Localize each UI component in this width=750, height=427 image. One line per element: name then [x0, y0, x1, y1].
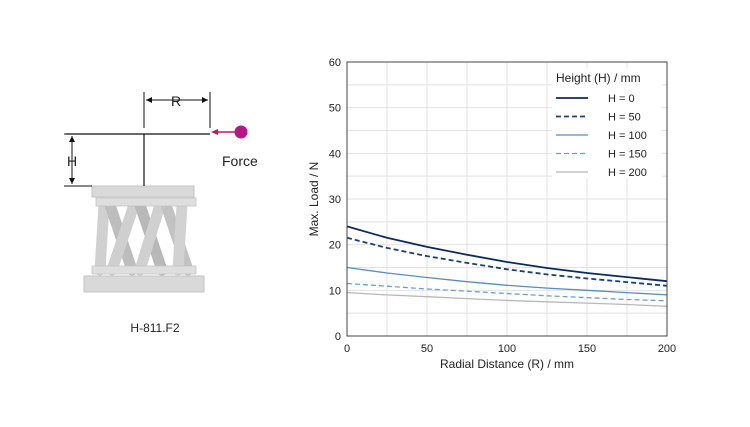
h-dimension-label: H: [67, 153, 77, 169]
hexapod-diagram: R H Force: [64, 92, 258, 293]
x-tick-label: 100: [498, 343, 516, 355]
x-tick-label: 150: [578, 343, 596, 355]
series-line-3: [346, 266, 668, 296]
y-tick-label: 30: [329, 194, 341, 206]
hexapod-base: [83, 275, 205, 293]
y-axis-label: Max. Load / N: [307, 162, 321, 237]
plot-frame: [346, 61, 668, 337]
legend-entry-3: H = 100: [608, 130, 647, 142]
legend-background: [552, 68, 662, 178]
legend-entry-1: H = 0: [608, 93, 635, 105]
force-label: Force: [222, 153, 258, 169]
hexapod-struts: [94, 199, 194, 276]
series-line-1: [346, 225, 668, 283]
legend-entry-2: H = 50: [608, 112, 641, 124]
y-tick-label: 50: [329, 103, 341, 115]
legend-entry-4: H = 150: [608, 149, 647, 161]
legend-entry-5: H = 200: [608, 167, 647, 179]
y-tick-label: 0: [335, 331, 341, 343]
y-tick-label: 60: [329, 57, 341, 69]
y-tick-label: 20: [329, 240, 341, 252]
y-tick-label: 40: [329, 148, 341, 160]
series-line-5: [346, 291, 668, 307]
x-tick-label: 0: [344, 343, 350, 355]
chart-legend: Height (H) / mm H = 0 H = 50 H = 100 H = 15…: [552, 68, 662, 179]
series-line-4: [346, 282, 668, 302]
chart-series: [346, 225, 668, 307]
diagram-caption: H-811.F2: [130, 321, 180, 335]
y-tick-label: 10: [329, 285, 341, 297]
force-point: [234, 125, 248, 139]
legend-title: Height (H) / mm: [556, 71, 641, 85]
series-line-2: [346, 236, 668, 287]
r-dimension-label: R: [171, 93, 181, 109]
hexapod-top-plate: [91, 185, 195, 198]
x-tick-label: 50: [421, 343, 433, 355]
x-tick-label: 200: [658, 343, 676, 355]
x-axis-label: Radial Distance (R) / mm: [440, 357, 574, 371]
axis-ticks: 0 50 100 150 200 0 10 20 30 40 50 60: [329, 57, 676, 355]
